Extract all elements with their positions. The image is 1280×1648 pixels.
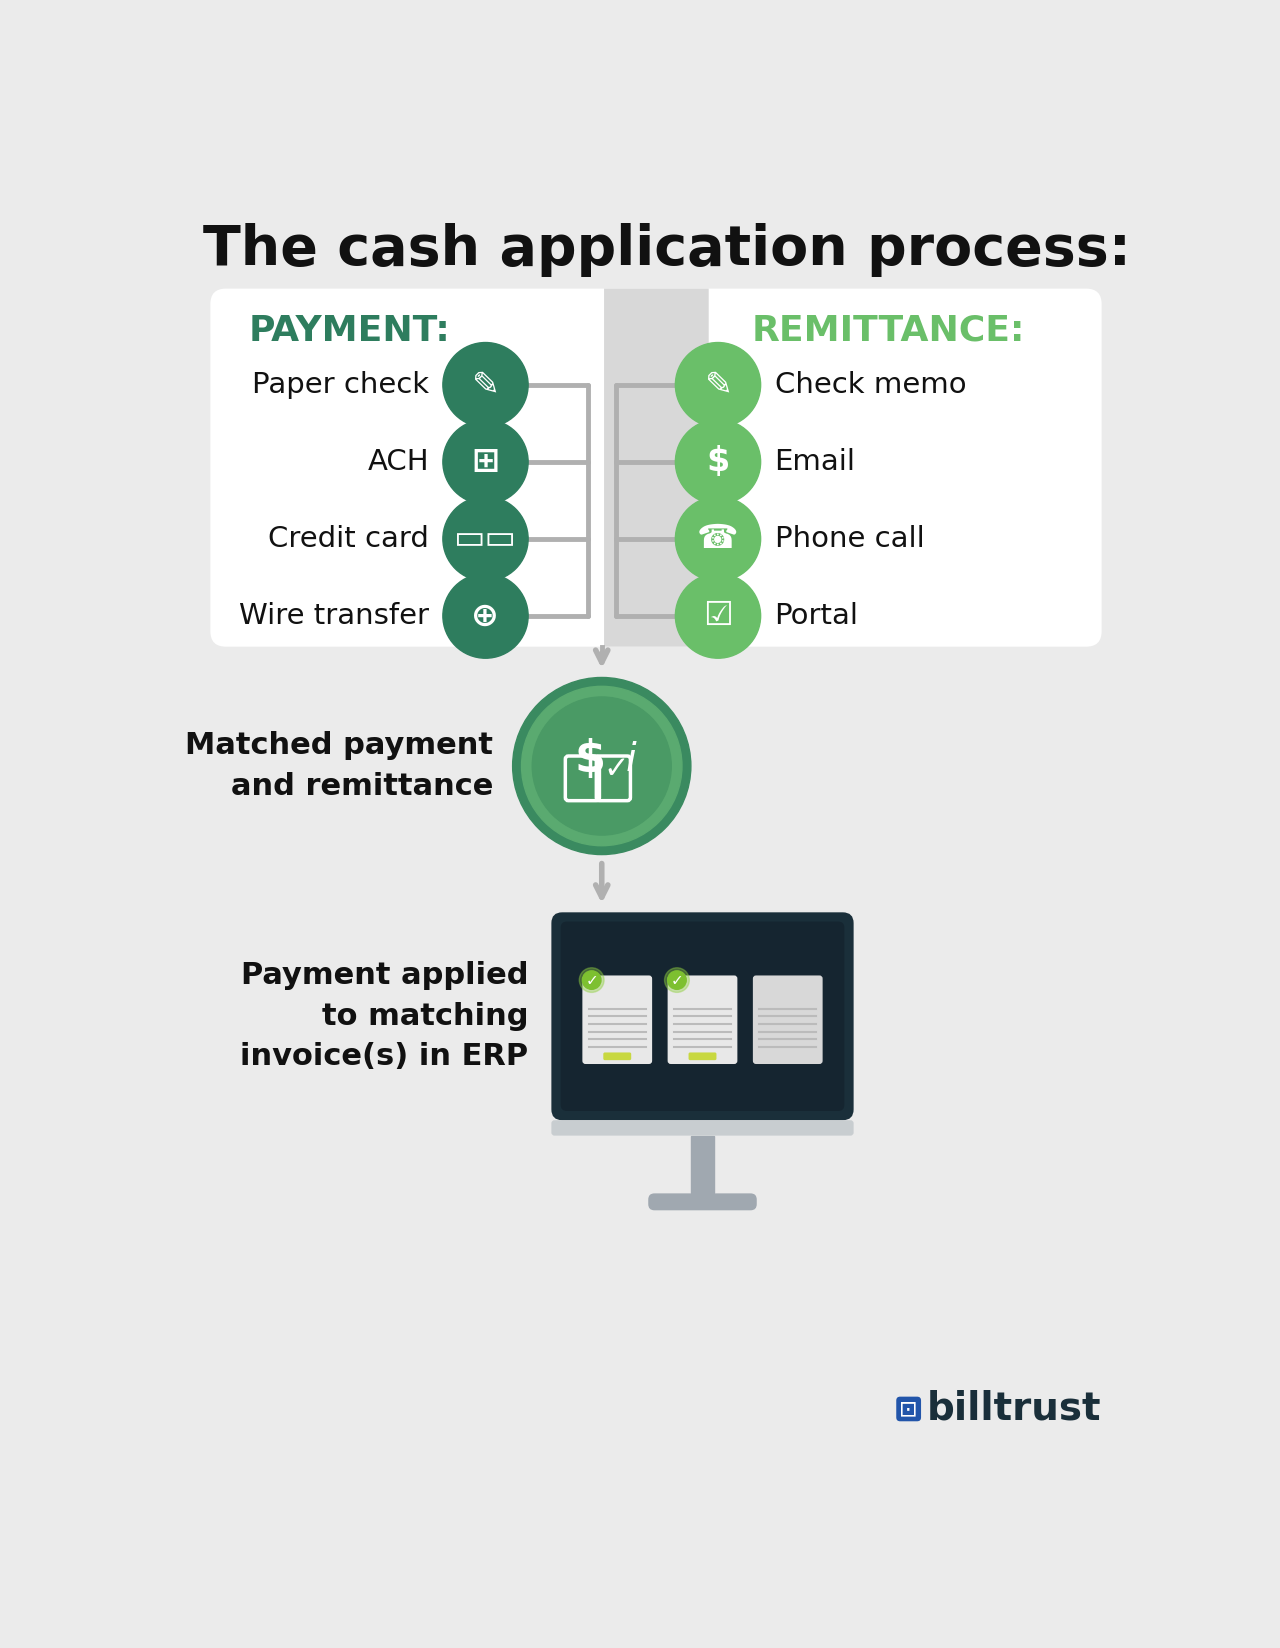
Text: Matched payment
and remittance: Matched payment and remittance xyxy=(186,732,493,801)
Circle shape xyxy=(676,574,760,658)
Text: Wire transfer: Wire transfer xyxy=(239,602,429,630)
FancyBboxPatch shape xyxy=(668,976,737,1065)
Circle shape xyxy=(443,574,529,658)
Circle shape xyxy=(580,967,604,992)
Text: ⊞: ⊞ xyxy=(471,445,499,478)
Text: ✓: ✓ xyxy=(585,972,598,987)
Circle shape xyxy=(676,420,760,504)
Text: Check memo: Check memo xyxy=(774,371,966,399)
Text: ✓: ✓ xyxy=(671,972,684,987)
FancyBboxPatch shape xyxy=(561,921,845,1111)
Text: Portal: Portal xyxy=(774,602,859,630)
Circle shape xyxy=(443,420,529,504)
Text: ✎: ✎ xyxy=(704,369,732,402)
FancyBboxPatch shape xyxy=(552,913,854,1121)
FancyBboxPatch shape xyxy=(753,976,823,1065)
FancyBboxPatch shape xyxy=(603,1053,631,1060)
Circle shape xyxy=(668,971,686,989)
Text: Credit card: Credit card xyxy=(268,524,429,552)
FancyBboxPatch shape xyxy=(552,1121,854,1135)
Text: ☑: ☑ xyxy=(703,600,733,633)
Circle shape xyxy=(443,343,529,427)
Text: ▭▭: ▭▭ xyxy=(454,522,517,555)
Text: ⊕: ⊕ xyxy=(471,600,499,633)
FancyBboxPatch shape xyxy=(896,1396,922,1421)
Circle shape xyxy=(676,496,760,582)
Circle shape xyxy=(443,496,529,582)
Text: Email: Email xyxy=(774,448,855,476)
Circle shape xyxy=(532,697,671,836)
Text: The cash application process:: The cash application process: xyxy=(202,222,1130,277)
FancyBboxPatch shape xyxy=(604,288,709,646)
Circle shape xyxy=(664,967,690,992)
Text: REMITTANCE:: REMITTANCE: xyxy=(751,315,1025,348)
Circle shape xyxy=(676,343,760,427)
FancyBboxPatch shape xyxy=(648,1193,756,1210)
FancyBboxPatch shape xyxy=(689,1053,717,1060)
Text: Paper check: Paper check xyxy=(252,371,429,399)
Text: ⊡: ⊡ xyxy=(900,1399,918,1419)
Text: ✎: ✎ xyxy=(471,369,499,402)
Text: ✓: ✓ xyxy=(603,755,628,784)
Text: ACH: ACH xyxy=(367,448,429,476)
Text: i: i xyxy=(626,742,636,780)
Text: Phone call: Phone call xyxy=(774,524,924,552)
FancyBboxPatch shape xyxy=(582,976,652,1065)
Text: ☎: ☎ xyxy=(698,522,739,555)
Circle shape xyxy=(521,686,682,845)
Text: $: $ xyxy=(707,445,730,478)
Circle shape xyxy=(512,677,691,855)
Text: billtrust: billtrust xyxy=(927,1389,1102,1427)
Text: Payment applied
to matching
invoice(s) in ERP: Payment applied to matching invoice(s) i… xyxy=(241,961,529,1071)
Bar xyxy=(691,1135,714,1193)
FancyBboxPatch shape xyxy=(210,288,1102,646)
Circle shape xyxy=(582,971,602,989)
Text: PAYMENT:: PAYMENT: xyxy=(250,315,451,348)
Text: $: $ xyxy=(575,738,605,781)
